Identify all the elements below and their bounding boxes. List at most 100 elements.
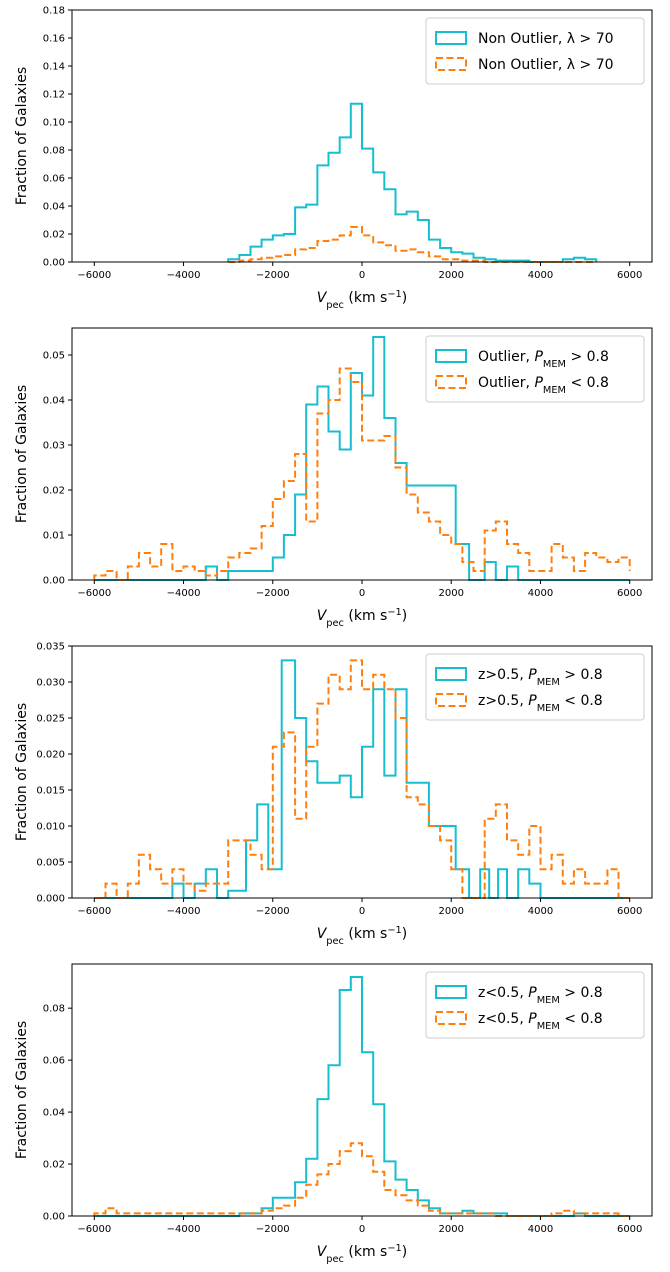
y-tick-label: 0.10 [43,118,65,129]
legend-handle-1 [435,667,467,681]
y-tick-label: 0.08 [43,146,65,157]
legend-box [425,971,645,1039]
legend-entry-2: z>0.5, PMEM < 0.8 [478,693,603,714]
legend-entry-1: z>0.5, PMEM > 0.8 [478,667,603,688]
x-tick-label: 2000 [439,906,464,917]
y-tick-label: 0.00 [43,1212,65,1223]
y-tick-label: 0.12 [43,90,65,101]
x-tick-label: 4000 [528,906,553,917]
y-tick-label: 0.00 [43,258,65,269]
series-2-step-line [94,659,630,899]
x-tick-label: 2000 [439,588,464,599]
x-tick-label: 0 [359,1224,365,1235]
y-axis-label: Fraction of Galaxies [14,385,30,523]
y-tick-label: 0.18 [43,6,65,17]
series-2-step-line [93,367,631,581]
y-axis-label: Fraction of Galaxies [14,1021,30,1159]
legend: z>0.5, PMEM > 0.8 z>0.5, PMEM < 0.8 [425,653,645,721]
y-tick-label: 0.16 [43,34,65,45]
x-tick-label: −4000 [167,1224,201,1235]
x-tick-label: 0 [359,906,365,917]
legend-handle-2 [435,57,467,71]
y-tick-label: 0.02 [43,486,65,497]
y-tick-label: 0.14 [43,62,65,73]
y-tick-label: 0.015 [36,786,65,797]
x-tick-label: −6000 [77,588,111,599]
legend-handle-2 [435,1011,467,1025]
legend-handle-1 [435,985,467,999]
x-tick-label: −4000 [167,588,201,599]
legend-entry-2: Outlier, PMEM < 0.8 [478,375,609,396]
x-tick-label: 4000 [528,1224,553,1235]
x-tick-label: −6000 [77,906,111,917]
x-tick-label: 0 [359,270,365,281]
legend-box [425,335,645,403]
legend-entry-1: z<0.5, PMEM > 0.8 [478,985,603,1006]
y-tick-label: 0.035 [36,642,65,653]
legend: Outlier, PMEM > 0.8 Outlier, PMEM < 0.8 [425,335,645,403]
series-2-step-line [228,226,597,263]
legend: Non Outlier, λ > 70 Non Outlier, λ > 70 [425,17,645,85]
y-tick-label: 0.01 [43,531,65,542]
x-axis-label: Vpec (km s−1) [317,607,408,629]
x-tick-label: −4000 [167,270,201,281]
y-tick-label: 0.05 [43,351,65,362]
x-axis-label: Vpec (km s−1) [317,1243,408,1265]
y-tick-label: 0.02 [43,1160,65,1171]
legend-handle-2 [435,693,467,707]
x-tick-label: 6000 [617,270,642,281]
histogram-panel-4: −6000 −4000 −2000 0 2000 4000 6000 0.00 0.02 0.04… [14,963,653,1265]
x-tick-label: −4000 [167,906,201,917]
x-tick-label: 4000 [528,270,553,281]
y-tick-label: 0.00 [43,576,65,587]
y-tick-label: 0.06 [43,1056,65,1067]
x-tick-label: 6000 [617,906,642,917]
x-tick-label: −2000 [256,588,290,599]
legend: z<0.5, PMEM > 0.8 z<0.5, PMEM < 0.8 [425,971,645,1039]
y-tick-label: 0.04 [43,396,65,407]
histogram-panel-3: −6000 −4000 −2000 0 2000 4000 6000 0.000 0.005 0.… [14,642,653,947]
y-tick-label: 0.020 [36,750,65,761]
x-tick-label: 4000 [528,588,553,599]
y-tick-label: 0.005 [36,858,65,869]
legend-handle-1 [435,31,467,45]
y-tick-label: 0.03 [43,441,65,452]
y-tick-label: 0.000 [36,894,65,905]
x-tick-label: −2000 [256,1224,290,1235]
y-tick-label: 0.030 [36,678,65,689]
x-tick-label: 2000 [439,270,464,281]
y-tick-label: 0.06 [43,174,65,185]
legend-entry-2: z<0.5, PMEM < 0.8 [478,1011,603,1032]
x-tick-label: −2000 [256,906,290,917]
y-tick-label: 0.04 [43,1108,65,1119]
y-tick-label: 0.08 [43,1004,65,1015]
legend-box [425,17,645,85]
y-axis-label: Fraction of Galaxies [14,67,30,205]
y-tick-label: 0.04 [43,202,65,213]
y-tick-label: 0.025 [36,714,65,725]
x-axis-label: Vpec (km s−1) [317,925,408,947]
x-tick-label: 6000 [617,588,642,599]
legend-entry-1: Non Outlier, λ > 70 [478,31,614,47]
series-1-step-line [227,102,598,263]
histogram-panel-1: −6000 −4000 −2000 0 2000 4000 6000 0.00 0.02 0.04… [14,6,653,311]
y-tick-label: 0.02 [43,230,65,241]
y-tick-label: 0.010 [36,822,65,833]
series-1-step-line [94,336,630,581]
x-tick-label: 0 [359,588,365,599]
legend-box [425,653,645,721]
legend-handle-1 [435,349,467,363]
legend-handle-2 [435,375,467,389]
x-tick-label: −2000 [256,270,290,281]
x-tick-label: 6000 [617,1224,642,1235]
legend-entry-2: Non Outlier, λ > 70 [478,57,614,73]
x-tick-label: −6000 [77,270,111,281]
y-axis-label: Fraction of Galaxies [14,703,30,841]
x-tick-label: −6000 [77,1224,111,1235]
histogram-panel-2: −6000 −4000 −2000 0 2000 4000 6000 0.00 0.01 0.02… [14,327,653,629]
series-2-step-line [93,1142,630,1217]
x-axis-label: Vpec (km s−1) [317,289,408,311]
legend-entry-1: Outlier, PMEM > 0.8 [478,349,609,370]
x-tick-label: 2000 [439,1224,464,1235]
